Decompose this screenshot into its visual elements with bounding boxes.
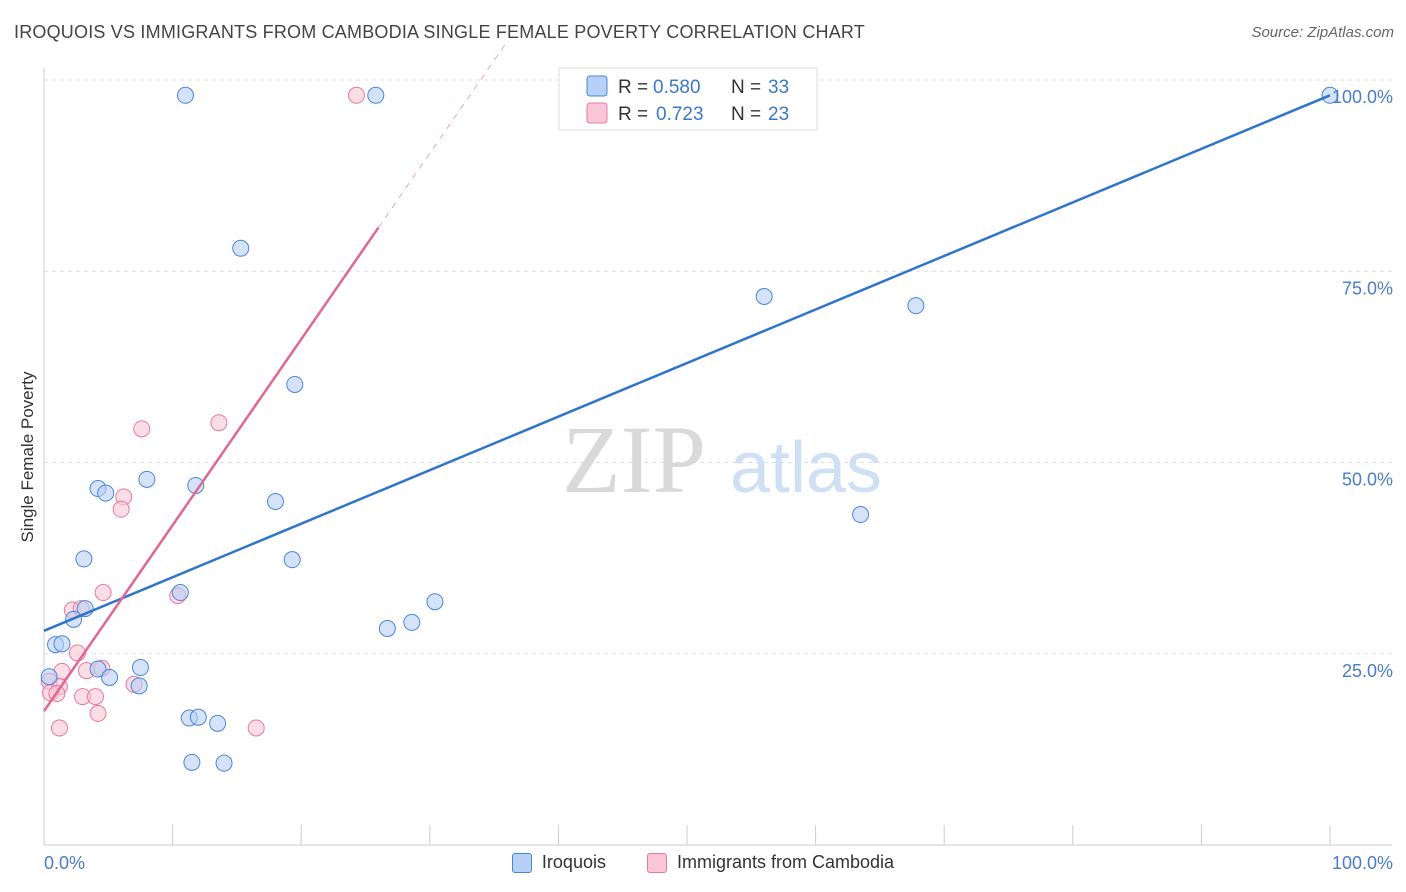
iroquois-point-0 — [176, 86, 194, 104]
x-tick-label-0: 0.0% — [44, 853, 85, 873]
iroquois-point-25 — [40, 668, 58, 686]
iroquois-point-29 — [189, 708, 207, 726]
iroquois-point-9 — [97, 484, 115, 502]
y-tick-label-2: 75.0% — [1342, 278, 1393, 298]
cambodia-point-4 — [112, 500, 130, 518]
legend-top: R = 0.580 N = 33 R = 0.723 N = 23 — [558, 67, 818, 131]
cambodia-point-20 — [89, 704, 107, 722]
cambodia-trend-extension — [377, 41, 508, 228]
iroquois-point-4 — [755, 287, 773, 305]
iroquois-point-32 — [215, 754, 233, 772]
iroquois-trend-line — [43, 94, 1331, 632]
y-tick-label-3: 100.0% — [1332, 87, 1393, 107]
cambodia-point-22 — [247, 719, 265, 737]
cambodia-trend-line — [42, 226, 380, 712]
iroquois-point-15 — [171, 584, 189, 602]
legend-top-r-value-1: 0.580 — [653, 77, 701, 98]
trend-lines — [42, 41, 1331, 712]
legend-item-iroquois: Iroquois — [511, 852, 606, 873]
cambodia-point-5 — [94, 584, 112, 602]
grid-lines — [44, 79, 1392, 655]
y-tick-label-1: 50.0% — [1342, 470, 1393, 490]
iroquois-point-27 — [130, 677, 148, 695]
axes — [43, 68, 1392, 846]
iroquois-point-3 — [232, 239, 250, 257]
iroquois-point-23 — [89, 660, 107, 678]
legend-top-n-label-1: N = — [731, 77, 761, 98]
source-label: Source: ZipAtlas.com — [1251, 24, 1394, 41]
watermark: ZIP atlas — [562, 406, 882, 513]
iroquois-point-30 — [209, 714, 227, 732]
cambodia-point-2 — [133, 420, 151, 438]
chart-title: IROQUOIS VS IMMIGRANTS FROM CAMBODIA SIN… — [14, 22, 865, 42]
iroquois-point-8 — [138, 470, 156, 488]
iroquois-point-31 — [183, 753, 201, 771]
legend-top-n-value-2: 23 — [768, 104, 789, 125]
legend-top-swatch-iroquois — [586, 75, 608, 97]
legend-top-r-label-1: R = — [618, 77, 648, 98]
legend-bottom: Iroquois Immigrants from Cambodia — [0, 852, 1406, 878]
cambodia-point-21 — [50, 719, 68, 737]
legend-item-cambodia: Immigrants from Cambodia — [646, 852, 895, 873]
legend-top-swatch-cambodia — [586, 102, 608, 124]
iroquois-point-24 — [131, 659, 149, 677]
iroquois-point-13 — [75, 550, 93, 568]
cambodia-point-1 — [210, 414, 228, 432]
iroquois-point-22 — [53, 635, 71, 653]
iroquois-point-12 — [852, 506, 870, 524]
legend-top-n-label-2: N = — [731, 104, 761, 125]
y-tick-label-0: 25.0% — [1342, 661, 1393, 681]
legend-label-iroquois: Iroquois — [541, 852, 606, 872]
data-points — [40, 86, 1339, 772]
iroquois-point-20 — [403, 613, 421, 631]
iroquois-point-5 — [907, 297, 925, 315]
iroquois-point-11 — [266, 493, 284, 511]
watermark-zip: ZIP — [562, 406, 706, 513]
iroquois-point-14 — [283, 551, 301, 569]
iroquois-point-6 — [286, 375, 304, 393]
legend-swatch-cambodia — [646, 852, 667, 873]
legend-top-r-label-2: R = — [618, 104, 648, 125]
iroquois-point-18 — [426, 593, 444, 611]
iroquois-point-26 — [101, 668, 119, 686]
legend-swatch-iroquois — [511, 852, 532, 873]
legend-top-r-value-2: 0.723 — [656, 104, 704, 125]
iroquois-point-1 — [367, 86, 385, 104]
legend-label-cambodia: Immigrants from Cambodia — [676, 852, 895, 872]
tick-labels: 25.0% 50.0% 75.0% 100.0% 0.0% 100.0% — [44, 87, 1393, 873]
cambodia-point-18 — [86, 688, 104, 706]
x-tick-label-1: 100.0% — [1332, 853, 1393, 873]
legend-top-n-value-1: 33 — [768, 77, 789, 98]
watermark-atlas: atlas — [730, 428, 882, 508]
cambodia-point-0 — [347, 86, 365, 104]
iroquois-point-19 — [378, 620, 396, 638]
